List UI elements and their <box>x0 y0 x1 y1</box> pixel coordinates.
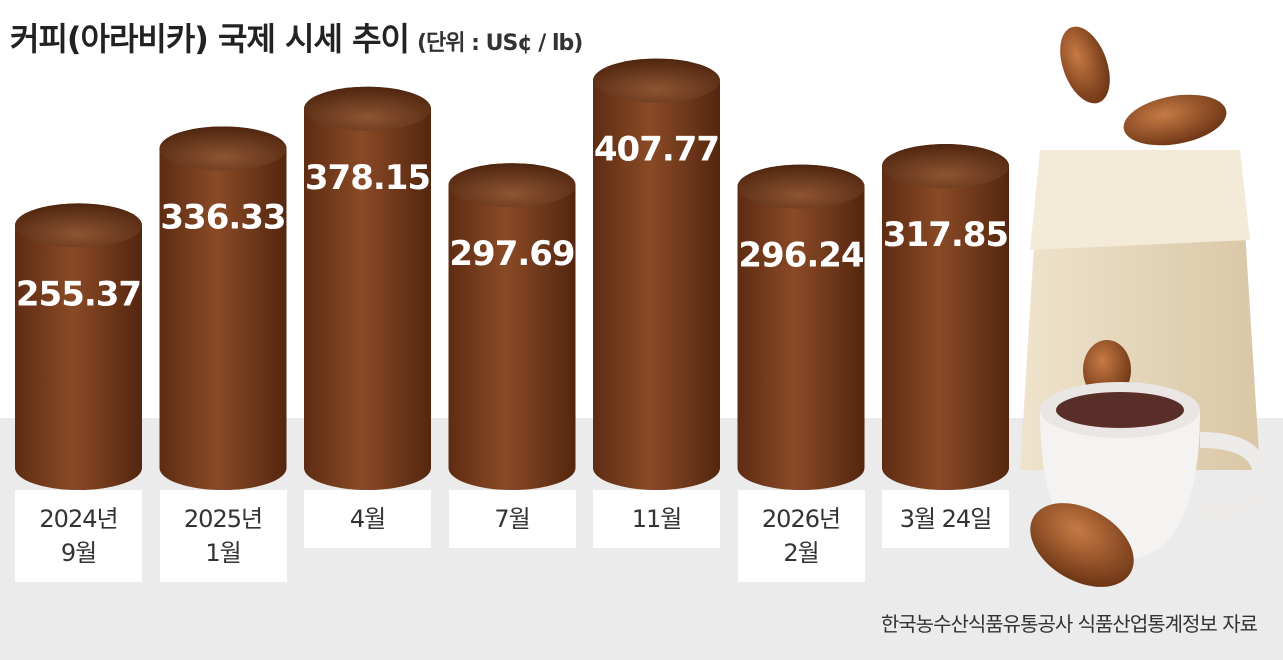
bar-top <box>304 86 431 131</box>
x-tick-label: 2026년 2월 <box>737 490 865 582</box>
bar-top <box>448 163 576 208</box>
bar <box>448 163 576 490</box>
bar <box>159 126 287 490</box>
x-tick-label: 3월 24일 <box>882 490 1009 548</box>
title-text: 커피(아라비카) 국제 시세 추이 <box>10 20 410 58</box>
value-label: 297.69 <box>449 234 574 274</box>
chart-title: 커피(아라비카) 국제 시세 추이 (단위 : US¢ / lb) <box>10 14 583 60</box>
bar <box>882 144 1009 491</box>
decoration <box>1020 26 1270 587</box>
bar <box>304 86 431 490</box>
value-label: 255.37 <box>16 274 141 314</box>
chart-subtitle: (단위 : US¢ / lb) <box>416 31 583 56</box>
x-tick-label: 2024년 9월 <box>15 490 142 582</box>
bar <box>593 58 720 490</box>
value-label: 317.85 <box>883 215 1008 255</box>
bar <box>737 164 865 490</box>
bar-top <box>882 144 1009 189</box>
bar-top <box>593 58 720 103</box>
x-tick-label: 7월 <box>448 490 576 548</box>
bar-top <box>737 164 865 209</box>
bar-top <box>159 126 287 171</box>
bar-top <box>15 203 142 248</box>
x-tick-label: 2025년 1월 <box>159 490 287 582</box>
x-tick-label: 11월 <box>593 490 720 548</box>
x-tick-label: 4월 <box>304 490 431 548</box>
value-label: 378.15 <box>305 158 430 198</box>
value-label: 407.77 <box>594 130 719 170</box>
value-label: 336.33 <box>160 197 285 237</box>
value-label: 296.24 <box>738 236 864 276</box>
bar <box>15 203 142 490</box>
source-note: 한국농수산식품유통공사 식품산업통계정보 자료 <box>880 612 1258 636</box>
